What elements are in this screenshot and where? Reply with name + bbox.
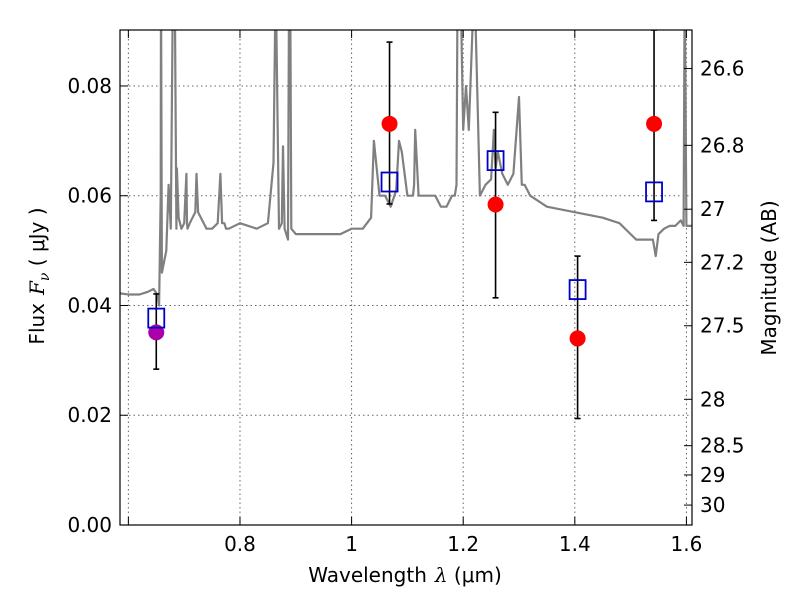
y-axis-label-prefix: Flux [25,303,49,345]
observed-flux-point [381,115,398,132]
mag-tick-label: 27.5 [700,314,745,338]
x-tick-label: 1 [345,532,358,556]
x-tick-label: 1.2 [447,532,479,556]
y-tick-label: 0.08 [67,74,112,98]
model-magnitude-square [568,279,587,300]
x-axis-label-symbol: λ [434,563,448,587]
y2-axis-label: Magnitude (AB) [757,200,781,355]
mag-tick-label: 26.8 [700,133,745,157]
x-tick-label: 1.6 [671,532,703,556]
mag-tick-label: 29 [700,463,725,487]
grid-layer [120,30,692,525]
x-tick-label: 0.8 [224,532,256,556]
model-magnitude-square [645,181,663,203]
y-axis-label-subscript: ν [37,272,53,281]
axes: 0.8 1 1.2 1.4 1.6 0.00 0.02 0.04 0.06 0.08 26.6 26.… [67,29,745,556]
y-tick-label: 0.02 [67,403,112,427]
observed-flux-point [569,330,586,347]
x-tick-label: 1.4 [559,532,591,556]
model-magnitude-square [380,171,399,193]
mag-tick-label: 28 [700,387,725,411]
y-tick-label: 0.00 [67,513,112,537]
mag-tick-label: 28.5 [700,434,745,458]
plot-frame [119,29,693,526]
y-axis-label: Flux Fν ( μJy ) [25,207,53,344]
observed-flux-point [487,196,504,213]
x-axis-label-unit: (μm) [448,563,502,587]
mag-tick-label: 26.6 [700,57,745,81]
model-spectrum-line [120,30,692,307]
mag-tick-label: 27.2 [700,250,745,274]
y-axis-label-unit: ( μJy ) [25,207,49,272]
x-axis-label-prefix: Wavelength [308,563,427,587]
mag-tick-label: 30 [700,493,725,517]
y-tick-label: 0.06 [67,184,112,208]
model-spectrum [120,30,692,307]
y-tick-label: 0.04 [67,293,112,317]
data-marks [147,30,663,420]
model-magnitude-square [486,150,505,172]
model-magnitude-square [147,307,166,329]
y-axis-label-symbol: F [25,280,49,296]
x-axis-label: Wavelength λ (μm) [308,563,502,587]
mag-tick-label: 27 [700,197,725,221]
observed-flux-point [646,115,663,132]
